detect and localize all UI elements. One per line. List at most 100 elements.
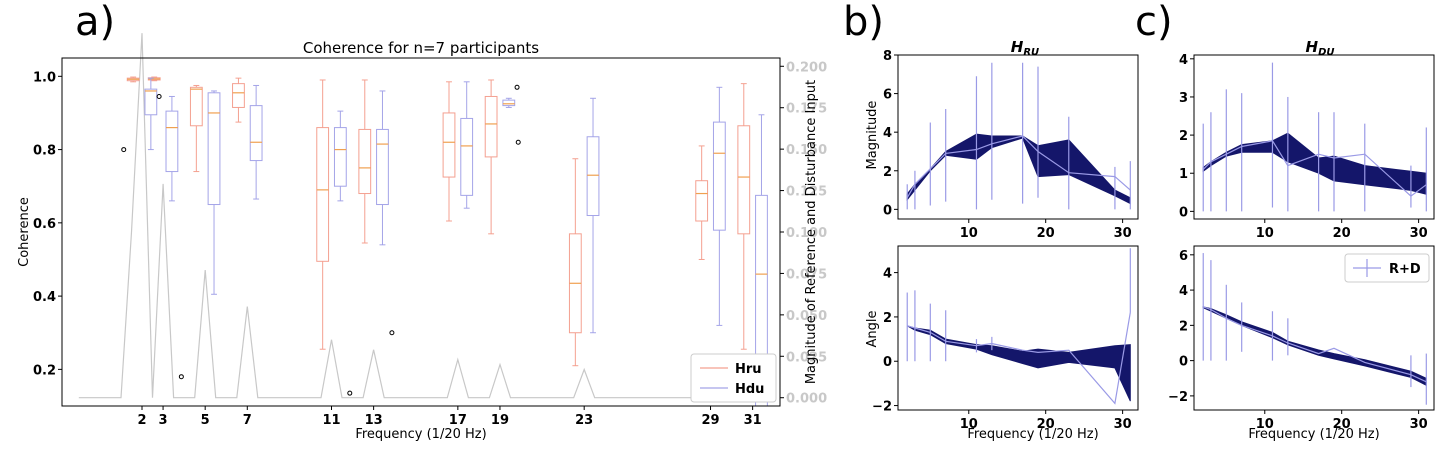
y-tick-label: 2 <box>883 165 892 180</box>
rd-mean-line <box>906 135 1131 199</box>
magnitude-right-y-ticks: 0.000 0.025 0.050 0.075 0.100 0.125 0.150 0.175… <box>780 60 827 407</box>
coherence-chart-title: Coherence for n=7 participants <box>303 39 539 57</box>
hdu-box-13 <box>376 90 395 336</box>
right-y-tick-label: 0.200 <box>786 60 827 75</box>
hru-box-2 <box>121 76 140 153</box>
y-tick-label: 4 <box>1179 284 1188 299</box>
x-tick-label: 2 <box>137 413 146 428</box>
y-tick-label: 1 <box>1179 167 1188 182</box>
box-iqr <box>333 127 347 187</box>
coherence-x-axis-label: Frequency (1/20 Hz) <box>355 427 486 442</box>
plot-frame <box>897 54 1139 220</box>
hdu-angle-x-axis-label: Frequency (1/20 Hz) <box>1248 427 1379 442</box>
hru-box-3 <box>147 76 161 82</box>
y-tick-label: 0.4 <box>33 290 56 305</box>
x-tick-label: 23 <box>575 413 593 428</box>
legend-hdu-label: Hdu <box>735 382 764 397</box>
coherence-x-ticks: 2 3 5 7 11 13 17 19 23 29 31 <box>137 406 762 428</box>
hdu-box-29 <box>712 86 726 326</box>
plot-frame <box>897 245 1139 411</box>
y-tick-label: 0 <box>1179 355 1188 370</box>
box-iqr <box>460 117 474 196</box>
rd-mean-line <box>1202 140 1427 197</box>
hru-box-11 <box>316 79 330 350</box>
right-y-tick-label: 0.025 <box>786 350 827 365</box>
legend-box <box>690 353 777 403</box>
y-tick-label: 8 <box>883 49 892 64</box>
confidence-band <box>1202 306 1427 387</box>
x-tick-label: 17 <box>449 413 467 428</box>
hru-angle-x-axis-label: Frequency (1/20 Hz) <box>967 427 1098 442</box>
hru-box-23 <box>568 158 582 367</box>
right-y-tick-label: 0.050 <box>786 309 827 324</box>
box-iqr <box>165 110 179 173</box>
box-iqr <box>737 125 751 235</box>
hru-box-19 <box>484 79 498 235</box>
x-tick-label: 20 <box>1037 417 1055 432</box>
hru-box-29 <box>695 145 709 260</box>
box-iqr <box>144 88 158 116</box>
box-outlier <box>389 330 395 336</box>
x-tick-label: 5 <box>201 413 210 428</box>
hdu-box-3 <box>165 95 184 380</box>
panel-label-c: c) <box>1135 0 1173 45</box>
y-tick-label: 0.8 <box>33 144 56 159</box>
confidence-band <box>906 325 1131 402</box>
hru-box-5 <box>189 84 203 173</box>
y-tick-label: 2 <box>883 311 892 326</box>
angle-axis-label: Angle <box>865 311 880 348</box>
hdu-angle-axes: Frequency (1/20 Hz) R+D −2 0 2 4 6 10 20 30 <box>1168 245 1435 442</box>
hdu-box-23 <box>586 97 600 334</box>
panel-label-b: b) <box>843 0 884 45</box>
box-iqr <box>232 83 245 108</box>
y-tick-label: 2 <box>1179 319 1188 334</box>
x-tick-label: 10 <box>960 417 978 432</box>
hru-box-7 <box>232 77 245 123</box>
box-iqr <box>586 136 600 217</box>
hdu-box-19 <box>502 84 521 145</box>
coherence-plot-frame <box>61 57 781 407</box>
coherence-boxplot-axes: 0.2 0.4 0.6 0.8 1.0 0.000 0.025 0.050 0.075 0.10… <box>17 33 827 442</box>
x-tick-label: 10 <box>1256 226 1274 241</box>
x-tick-label: 30 <box>1410 226 1428 241</box>
coherence-legend: Hru Hdu <box>690 353 777 403</box>
plot-frame <box>1193 245 1435 411</box>
box-iqr <box>502 99 516 107</box>
x-tick-label: 13 <box>365 413 383 428</box>
x-tick-label: 20 <box>1037 226 1055 241</box>
x-tick-label: 30 <box>1410 417 1428 432</box>
right-y-tick-label: 0.150 <box>786 143 827 158</box>
panel-label-a: a) <box>75 0 115 45</box>
box-outlier <box>178 374 184 380</box>
y-tick-label: 0 <box>1179 205 1188 220</box>
box-outlier <box>121 147 127 153</box>
hdu-box-17 <box>460 81 474 209</box>
hru-box-31 <box>737 83 751 350</box>
coherence-y-axis-label: Coherence <box>17 197 32 267</box>
rd-legend: R+D <box>1344 253 1430 283</box>
box-iqr <box>442 112 456 178</box>
y-tick-label: 0.2 <box>33 363 56 378</box>
x-tick-label: 10 <box>1256 417 1274 432</box>
x-tick-label: 30 <box>1114 226 1132 241</box>
hru-angle-axes: Angle Frequency (1/20 Hz) −2 0 2 4 10 20 30 <box>865 245 1139 442</box>
y-tick-label: 4 <box>883 267 892 282</box>
x-tick-label: 11 <box>322 413 340 428</box>
box-iqr <box>207 92 221 206</box>
legend-hru-label: Hru <box>735 362 762 377</box>
x-tick-label: 20 <box>1333 226 1351 241</box>
hru-box-13 <box>358 79 372 244</box>
confidence-band <box>1202 132 1427 195</box>
box-iqr <box>249 105 263 162</box>
plot-frame <box>1193 54 1435 220</box>
x-tick-label: 31 <box>744 413 762 428</box>
box-iqr <box>358 128 372 195</box>
y-tick-label: 3 <box>1179 91 1188 106</box>
right-y-tick-label: 0.075 <box>786 267 827 282</box>
box-iqr <box>376 128 389 206</box>
box-iqr <box>189 86 203 127</box>
box-iqr <box>484 95 498 158</box>
box-outlier <box>156 93 162 99</box>
right-y-tick-label: 0.000 <box>786 392 827 407</box>
